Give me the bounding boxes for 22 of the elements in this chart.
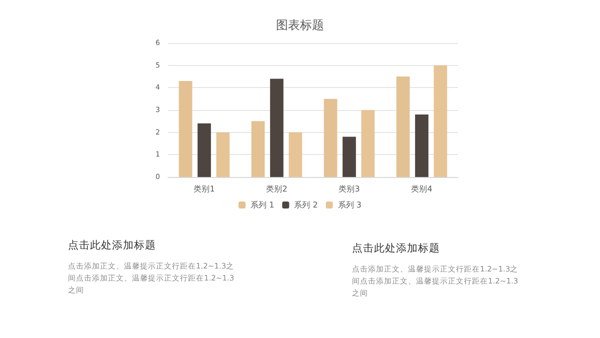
x-tick-label: 类别3 (338, 184, 360, 194)
bar (251, 121, 265, 177)
x-tick-label: 类别4 (411, 184, 432, 194)
bar (216, 132, 230, 177)
x-tick-label: 类别1 (194, 184, 215, 194)
bar (178, 80, 192, 177)
legend-label: 系列 2 (294, 200, 318, 210)
bar (415, 114, 428, 177)
bar (324, 98, 338, 177)
bar (434, 65, 448, 177)
bar (198, 123, 211, 177)
bar (361, 110, 375, 177)
bar (396, 76, 410, 177)
x-tick-label: 类别2 (266, 184, 288, 194)
bar (342, 136, 356, 177)
bar (270, 78, 284, 177)
text: 点击此处添加标题 (68, 238, 156, 252)
bar (288, 132, 302, 177)
legend-label: 系列 1 (250, 200, 274, 210)
text: 点击此处添加标题 (352, 242, 440, 254)
chart-title: 图表标题 (276, 18, 324, 32)
legend-label: 系列 3 (338, 200, 362, 210)
